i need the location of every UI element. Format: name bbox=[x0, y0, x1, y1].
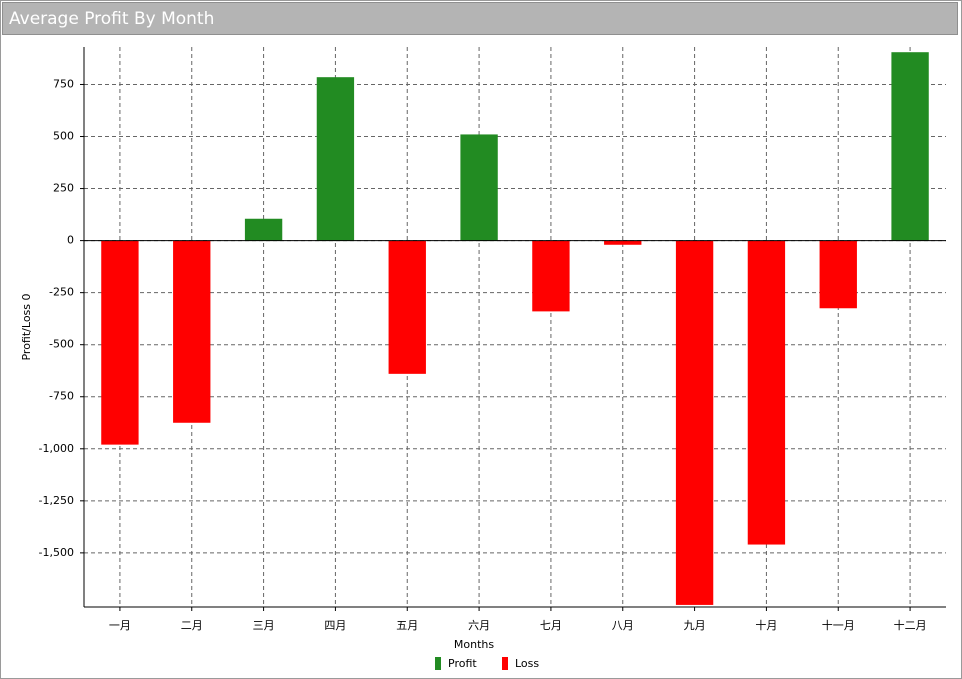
x-tick-label: 四月 bbox=[324, 619, 346, 632]
y-tick-label: 750 bbox=[53, 77, 74, 90]
y-tick-label: 0 bbox=[67, 234, 74, 247]
x-tick-label: 一月 bbox=[109, 619, 131, 632]
bar bbox=[460, 134, 498, 241]
bar bbox=[891, 52, 929, 241]
bar bbox=[819, 240, 857, 309]
y-tick-label: -750 bbox=[49, 390, 74, 403]
x-tick-label: 十二月 bbox=[894, 618, 927, 632]
bar bbox=[604, 240, 642, 245]
y-tick-label: -1,000 bbox=[39, 442, 74, 455]
bar bbox=[316, 77, 355, 241]
y-axis-label: Profit/Loss 0 bbox=[20, 293, 33, 360]
x-tick-label: 九月 bbox=[684, 619, 706, 632]
legend-label: Loss bbox=[515, 657, 539, 670]
x-tick-label: 三月 bbox=[253, 619, 275, 632]
x-tick-label: 十月 bbox=[755, 618, 777, 632]
y-tick-label: 500 bbox=[53, 130, 74, 143]
legend-swatch bbox=[502, 657, 508, 670]
bar bbox=[532, 240, 570, 312]
chart-title: Average Profit By Month bbox=[2, 2, 958, 35]
x-tick-label: 八月 bbox=[612, 619, 634, 632]
legend-label: Profit bbox=[448, 657, 477, 670]
x-tick-label: 十一月 bbox=[822, 618, 855, 632]
y-tick-label: -250 bbox=[49, 286, 74, 299]
bar bbox=[675, 240, 714, 605]
legend-swatch bbox=[435, 657, 441, 670]
y-tick-label: 250 bbox=[53, 182, 74, 195]
y-tick-label: -1,250 bbox=[39, 494, 74, 507]
bar bbox=[244, 218, 283, 241]
x-tick-label: 五月 bbox=[396, 619, 418, 632]
bar bbox=[388, 240, 426, 374]
x-tick-label: 二月 bbox=[181, 619, 203, 632]
bar bbox=[101, 240, 139, 445]
x-tick-label: 七月 bbox=[540, 619, 562, 632]
y-tick-label: -1,500 bbox=[39, 546, 74, 559]
x-axis-label: Months bbox=[454, 638, 494, 651]
bar bbox=[747, 240, 786, 545]
y-tick-label: -500 bbox=[49, 338, 74, 351]
x-tick-label: 六月 bbox=[468, 619, 490, 632]
bar bbox=[173, 240, 211, 423]
